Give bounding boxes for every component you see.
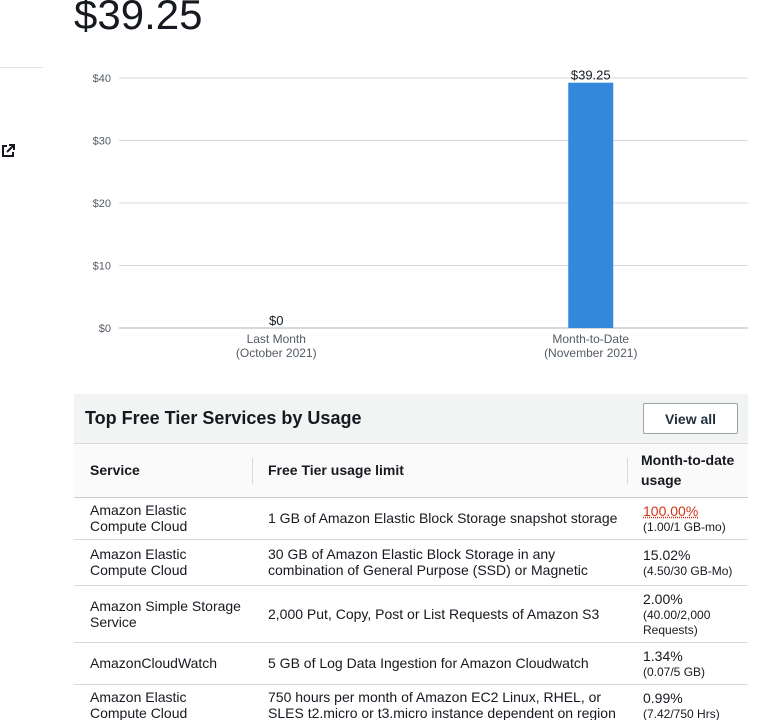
usage-detail: (40.00/2,000 Requests): [643, 607, 711, 637]
y-tick-label: $10: [93, 261, 111, 273]
panel-header: Top Free Tier Services by Usage View all: [74, 394, 748, 444]
free-tier-table: Service Free Tier usage limit Month-to-d…: [74, 444, 748, 720]
bar: [568, 82, 614, 328]
y-tick-label: $20: [93, 198, 111, 210]
usage-cell: 15.02% (4.50/30 GB-Mo): [627, 539, 748, 586]
usage-detail: (0.07/5 GB): [643, 664, 706, 679]
y-tick-label: $0: [99, 323, 111, 335]
usage-limit-cell: 750 hours per month of Amazon EC2 Linux,…: [252, 684, 627, 720]
service-name-cell: Amazon Elastic Compute Cloud: [74, 497, 252, 540]
column-header-service[interactable]: Service: [74, 444, 252, 498]
column-header-limit[interactable]: Free Tier usage limit: [252, 444, 627, 498]
table-header-row: Service Free Tier usage limit Month-to-d…: [74, 444, 748, 498]
table-row: Amazon Elastic Compute Cloud 1 GB of Amaz…: [74, 497, 748, 540]
service-name-cell: Amazon Elastic Compute Cloud: [74, 539, 252, 586]
usage-limit-cell: 30 GB of Amazon Elastic Block Storage in…: [252, 539, 627, 586]
cost-bar-chart: $0 $10 $20 $30 $40 $0 Last Month(October 2021)…: [93, 68, 748, 360]
view-all-button[interactable]: View all: [643, 403, 738, 434]
service-name-cell: Amazon Simple Storage Service: [74, 585, 252, 643]
table-row: Amazon Elastic Compute Cloud 30 GB of Ama…: [74, 539, 748, 586]
service-name-cell: AmazonCloudWatch: [74, 642, 252, 685]
x-tick-label: Month-to-Date: [552, 332, 629, 346]
usage-cell: 1.34% (0.07/5 GB): [627, 642, 748, 685]
usage-percent: 15.02%: [643, 546, 691, 563]
usage-detail: (4.50/30 GB-Mo): [643, 563, 733, 578]
sidebar-divider: [0, 67, 43, 68]
usage-limit-cell: 1 GB of Amazon Elastic Block Storage sna…: [252, 497, 627, 540]
table-row: Amazon Simple Storage Service 2,000 Put, …: [74, 585, 748, 643]
usage-limit-cell: 5 GB of Log Data Ingestion for Amazon Cl…: [252, 642, 627, 685]
x-tick-label: (October 2021): [236, 346, 317, 360]
table-row: AmazonCloudWatch 5 GB of Log Data Ingesti…: [74, 642, 748, 685]
usage-detail: (1.00/1 GB-mo): [643, 519, 726, 534]
usage-percent: 0.99%: [643, 689, 683, 706]
panel-title: Top Free Tier Services by Usage: [85, 408, 362, 428]
usage-cell: 100.00% (1.00/1 GB-mo): [627, 497, 748, 540]
external-link-icon[interactable]: [0, 143, 16, 159]
y-tick-label: $40: [93, 73, 111, 85]
total-cost-amount: $39.25: [74, 0, 203, 38]
service-name-cell: Amazon Elastic Compute Cloud: [74, 684, 252, 720]
usage-cell: 2.00% (40.00/2,000 Requests): [627, 585, 748, 643]
bar-value-label: $0: [269, 313, 283, 328]
usage-percent: 1.34%: [643, 647, 683, 664]
usage-cell: 0.99% (7.42/750 Hrs): [627, 684, 748, 720]
x-tick-label: Last Month: [247, 332, 306, 346]
x-tick-label: (November 2021): [544, 346, 637, 360]
table-row: Amazon Elastic Compute Cloud 750 hours pe…: [74, 684, 748, 720]
column-header-usage[interactable]: Month-to-date usage: [627, 444, 748, 498]
free-tier-panel: Top Free Tier Services by Usage View all…: [74, 394, 748, 720]
y-tick-label: $30: [93, 136, 111, 148]
bar-value-label: $39.25: [571, 68, 611, 83]
usage-percent[interactable]: 100.00%: [643, 502, 699, 519]
usage-percent: 2.00%: [643, 590, 683, 607]
usage-detail: (7.42/750 Hrs): [643, 706, 720, 720]
usage-limit-cell: 2,000 Put, Copy, Post or List Requests o…: [252, 585, 627, 643]
